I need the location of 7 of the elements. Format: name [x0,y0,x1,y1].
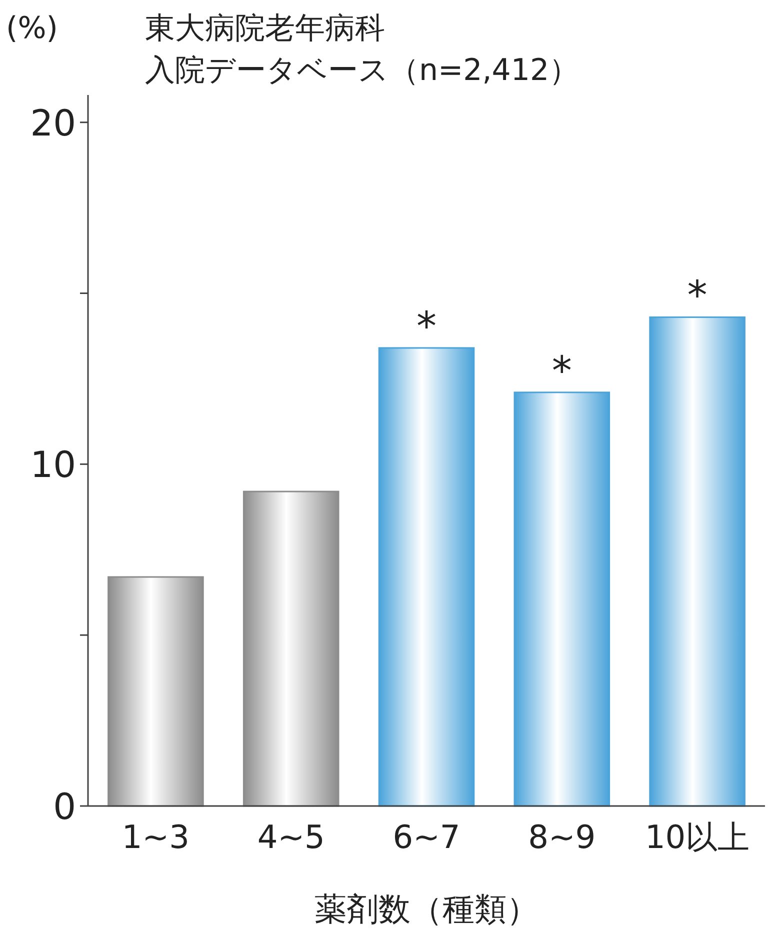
subtitle: 入院データベース（n=2,412） [145,53,580,88]
ylabel: (%) [6,11,58,46]
xlabel: 薬剤数（種類） [314,890,538,928]
annotation: * [687,273,708,320]
annotation: * [416,304,436,350]
title: 東大病院老年病科 [145,11,385,46]
annotation: * [552,348,572,394]
